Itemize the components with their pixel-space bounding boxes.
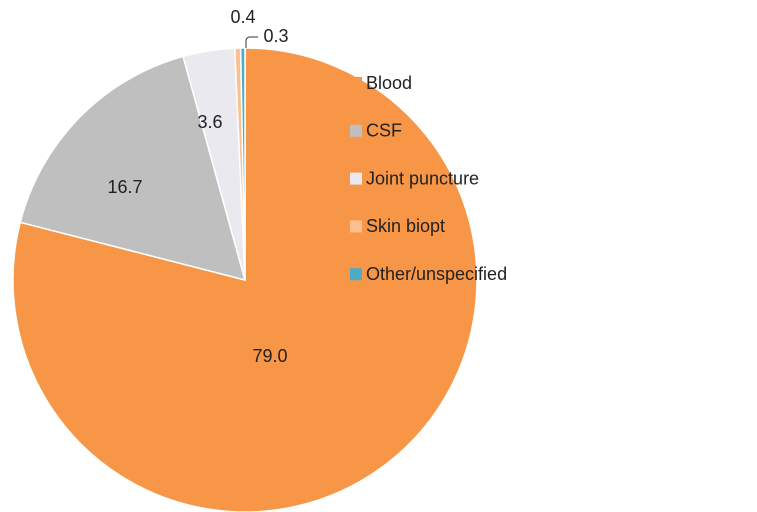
pie bbox=[12, 47, 478, 512]
pie-slice bbox=[19, 55, 247, 282]
pie-slice bbox=[239, 47, 246, 281]
data-label: 0.3 bbox=[263, 26, 288, 46]
legend-label: Blood bbox=[366, 73, 412, 93]
data-label: 79.0 bbox=[252, 346, 287, 366]
legend-swatch bbox=[350, 124, 362, 137]
legend: Blood CSF Joint puncture Skin biopt Other/un… bbox=[350, 73, 507, 284]
data-label: 0.4 bbox=[230, 7, 255, 27]
legend-swatch bbox=[350, 172, 362, 185]
legend-swatch bbox=[350, 268, 362, 281]
legend-swatch bbox=[350, 220, 362, 233]
legend-swatch bbox=[350, 77, 362, 89]
data-labels: 79.0 16.7 3.6 0.4 0.3 bbox=[107, 7, 288, 366]
legend-label: CSF bbox=[366, 121, 402, 141]
legend-label: Skin biopt bbox=[366, 216, 445, 236]
data-label: 16.7 bbox=[107, 177, 142, 197]
data-label: 3.6 bbox=[197, 112, 222, 132]
legend-label: Joint puncture bbox=[366, 168, 479, 188]
legend-label: Other/unspecified bbox=[366, 264, 507, 284]
leader-line bbox=[245, 36, 258, 48]
